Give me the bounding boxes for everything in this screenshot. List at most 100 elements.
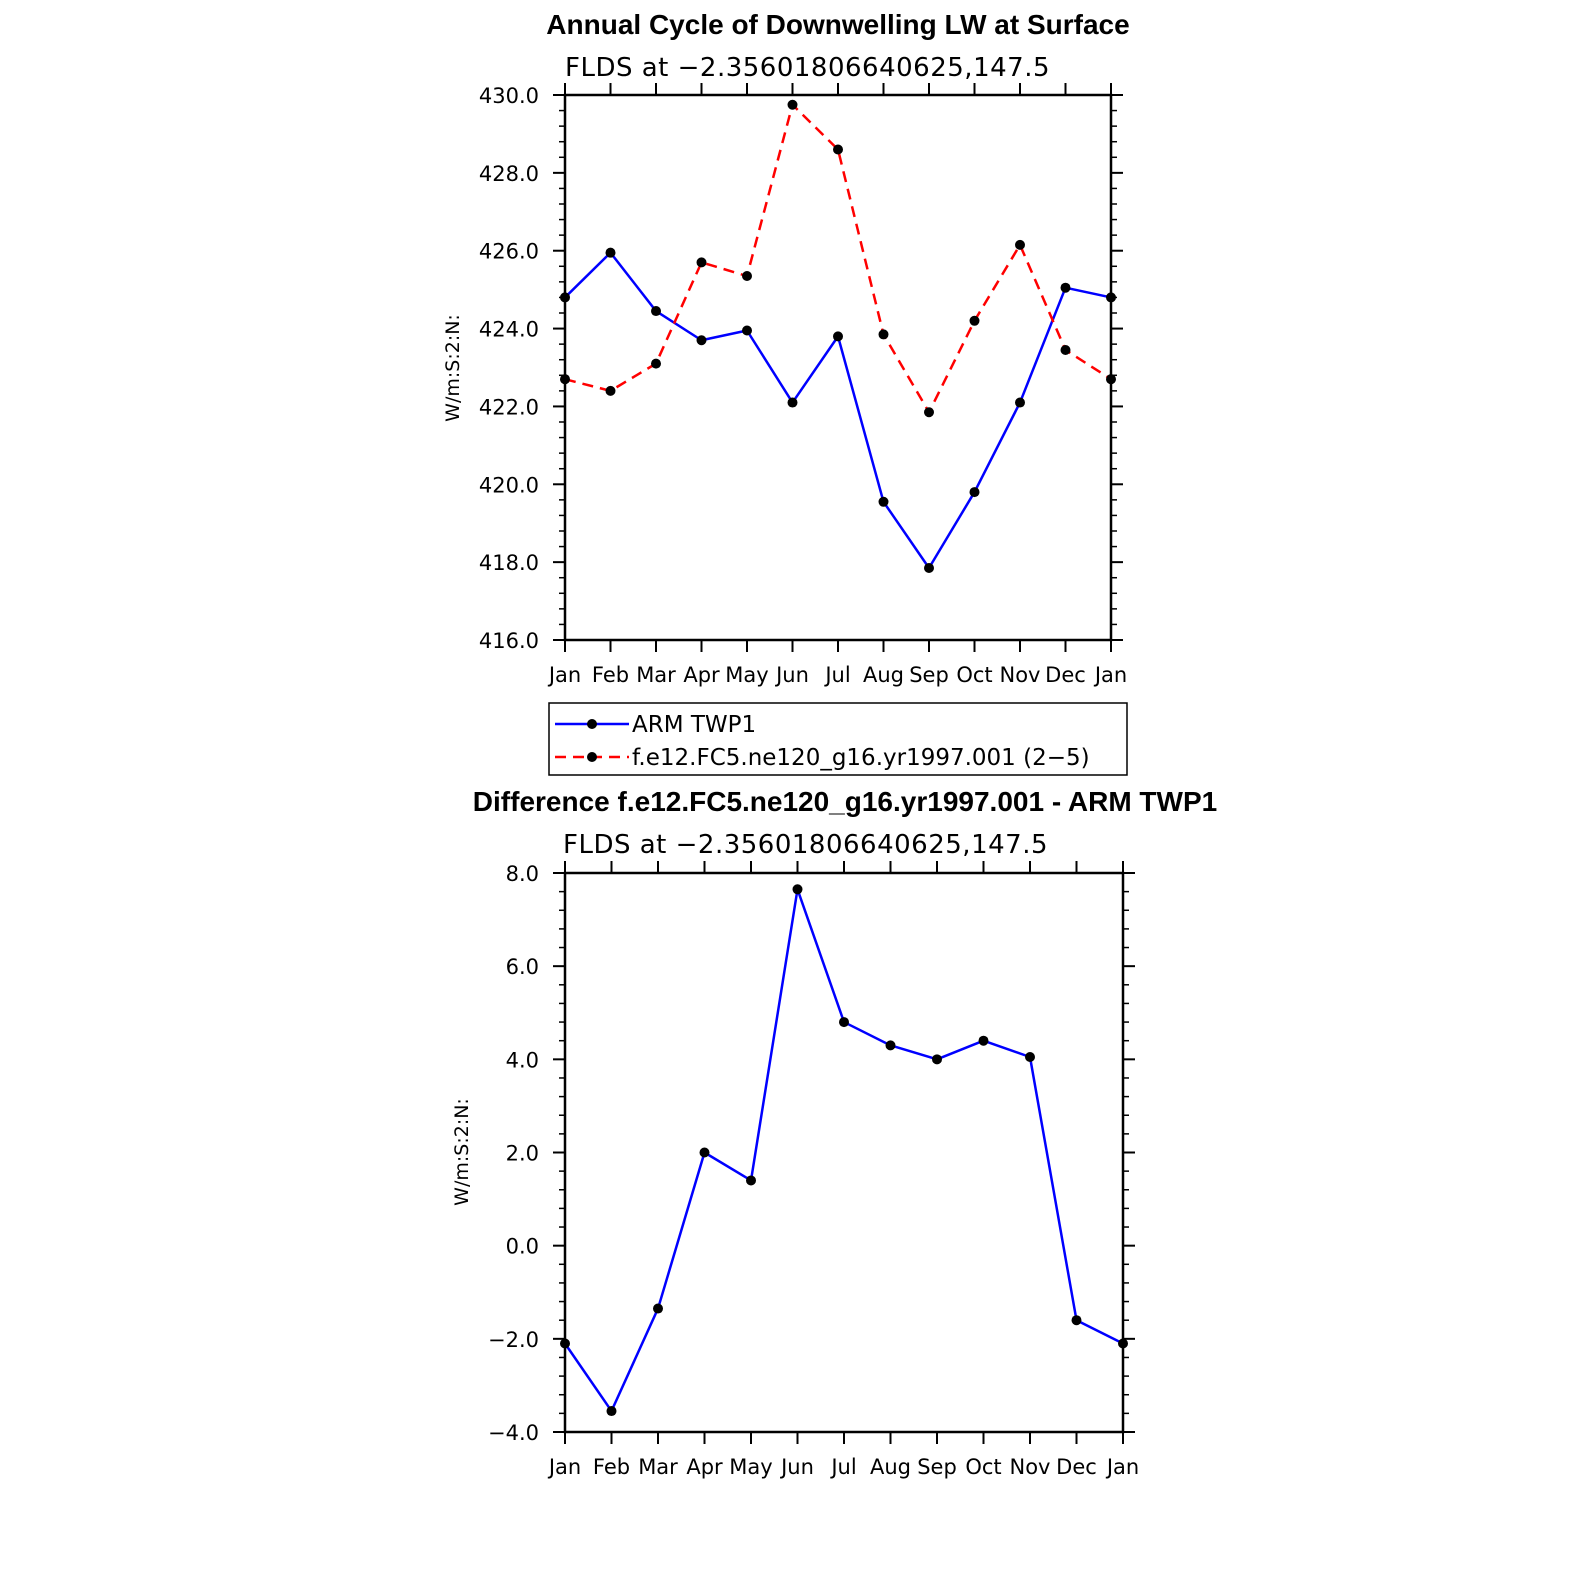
legend-label-series-2: f.e12.FC5.ne120_g16.yr1997.001 (2−5) — [632, 745, 1090, 771]
x-tick-label: Aug — [863, 663, 904, 687]
data-point-series-1 — [932, 1054, 942, 1065]
data-point-series-1 — [699, 1147, 710, 1158]
x-tick-label: Jan — [547, 1455, 581, 1479]
chart-subtitle: FLDS at −2.35601806640625,147.5 — [563, 830, 1048, 860]
data-point-series-1 — [1106, 292, 1116, 303]
data-point-series-1 — [1071, 1315, 1082, 1326]
data-point-series-2 — [787, 99, 798, 110]
difference-chart: Difference f.e12.FC5.ne120_g16.yr1997.00… — [451, 786, 1217, 1479]
x-tick-label: Feb — [593, 1455, 630, 1479]
y-axis-label: W/m:S:2:N: — [451, 1098, 473, 1206]
y-tick-label: 426.0 — [479, 240, 539, 264]
x-tick-label: May — [725, 663, 768, 687]
x-tick-label: Nov — [1000, 663, 1041, 687]
x-tick-label: Sep — [909, 663, 949, 687]
x-tick-label: Dec — [1045, 663, 1086, 687]
series-line-1 — [564, 251, 1112, 570]
y-tick-label: 416.0 — [479, 629, 539, 653]
data-point-series-2 — [924, 407, 934, 418]
data-point-series-1 — [787, 397, 798, 408]
data-point-series-1 — [653, 1303, 663, 1314]
x-tick-label: Oct — [965, 1455, 1001, 1479]
legend-marker-series-2 — [587, 752, 597, 762]
data-point-series-2 — [969, 315, 980, 326]
y-tick-label: −2.0 — [488, 1328, 539, 1352]
x-tick-label: Dec — [1056, 1455, 1097, 1479]
y-tick-label: 420.0 — [479, 473, 539, 497]
chart-title: Difference f.e12.FC5.ne120_g16.yr1997.00… — [473, 786, 1217, 817]
legend: ARM TWP1 f.e12.FC5.ne120_g16.yr1997.001 … — [548, 702, 1128, 776]
y-tick-label: 424.0 — [479, 318, 539, 342]
data-point-series-1 — [924, 562, 934, 573]
y-tick-label: 2.0 — [506, 1142, 539, 1166]
data-point-series-2 — [1106, 374, 1116, 385]
data-point-series-1 — [978, 1035, 989, 1046]
data-point-series-1 — [560, 1338, 570, 1349]
y-tick-label: 6.0 — [506, 955, 539, 979]
x-tick-label: Jun — [779, 1455, 814, 1479]
data-point-series-1 — [651, 306, 661, 317]
data-point-series-1 — [742, 325, 752, 336]
x-tick-label: Jul — [829, 1455, 856, 1479]
legend-label-series-1: ARM TWP1 — [632, 712, 756, 738]
x-tick-label: Mar — [638, 1455, 678, 1479]
x-tick-label: May — [729, 1455, 772, 1479]
chart-subtitle: FLDS at −2.35601806640625,147.5 — [565, 53, 1050, 83]
x-tick-label: Jun — [774, 663, 809, 687]
x-tick-label: Feb — [592, 663, 629, 687]
y-tick-label: 430.0 — [479, 84, 539, 108]
x-tick-label: Aug — [870, 1455, 911, 1479]
data-point-series-2 — [1060, 344, 1071, 355]
data-point-series-1 — [1015, 397, 1025, 408]
series-line-1 — [563, 888, 1124, 1413]
data-point-series-2 — [651, 358, 661, 369]
data-point-series-1 — [839, 1017, 849, 1028]
y-tick-label: −4.0 — [488, 1421, 539, 1445]
y-axis-label: W/m:S:2:N: — [442, 314, 464, 422]
annual-cycle-chart: Annual Cycle of Downwelling LW at Surfac… — [442, 9, 1130, 776]
data-point-series-1 — [878, 496, 889, 507]
x-tick-label: Jul — [823, 663, 850, 687]
plot-area: −4.0 −2.0 0.0 2.0 4.0 6.0 8.0 Jan Feb Mar Apr May Ju… — [488, 861, 1139, 1479]
data-point-series-1 — [1025, 1052, 1035, 1063]
data-point-series-2 — [696, 257, 707, 268]
plot-area: 416.0 418.0 420.0 422.0 424.0 426.0 428.0 430.0… — [479, 83, 1127, 687]
data-point-series-1 — [560, 292, 570, 303]
x-tick-label: Nov — [1010, 1455, 1051, 1479]
x-tick-label: Sep — [917, 1455, 957, 1479]
data-point-series-1 — [605, 247, 616, 258]
y-tick-label: 422.0 — [479, 395, 539, 419]
data-point-series-2 — [878, 329, 889, 340]
x-tick-label: Apr — [686, 1455, 723, 1479]
x-tick-label: Apr — [683, 663, 720, 687]
x-tick-label: Mar — [636, 663, 676, 687]
data-point-series-2 — [742, 271, 752, 282]
data-point-series-1 — [1118, 1338, 1128, 1349]
x-tick-label: Jan — [547, 663, 581, 687]
data-point-series-2 — [833, 144, 843, 155]
data-point-series-2 — [605, 385, 616, 396]
x-tick-label: Jan — [1093, 663, 1127, 687]
data-point-series-1 — [1060, 282, 1071, 293]
x-tick-label: Jan — [1105, 1455, 1139, 1479]
y-tick-label: 428.0 — [479, 162, 539, 186]
chart-title: Annual Cycle of Downwelling LW at Surfac… — [546, 9, 1129, 40]
y-tick-label: 8.0 — [506, 862, 539, 886]
y-tick-label: 0.0 — [506, 1235, 539, 1259]
data-point-series-1 — [969, 487, 980, 498]
plot-frame — [563, 93, 1113, 642]
data-point-series-1 — [885, 1040, 896, 1051]
data-point-series-1 — [746, 1175, 756, 1186]
data-point-series-2 — [1015, 239, 1025, 250]
data-point-series-1 — [696, 335, 707, 346]
data-point-series-1 — [833, 331, 843, 342]
legend-marker-series-1 — [587, 719, 597, 729]
x-tick-label: Oct — [956, 663, 992, 687]
y-tick-label: 4.0 — [506, 1048, 539, 1072]
plot-frame — [563, 871, 1125, 1434]
legend-box — [548, 702, 1128, 776]
data-point-series-2 — [560, 374, 570, 385]
data-point-series-1 — [792, 884, 803, 895]
data-point-series-1 — [606, 1406, 617, 1417]
